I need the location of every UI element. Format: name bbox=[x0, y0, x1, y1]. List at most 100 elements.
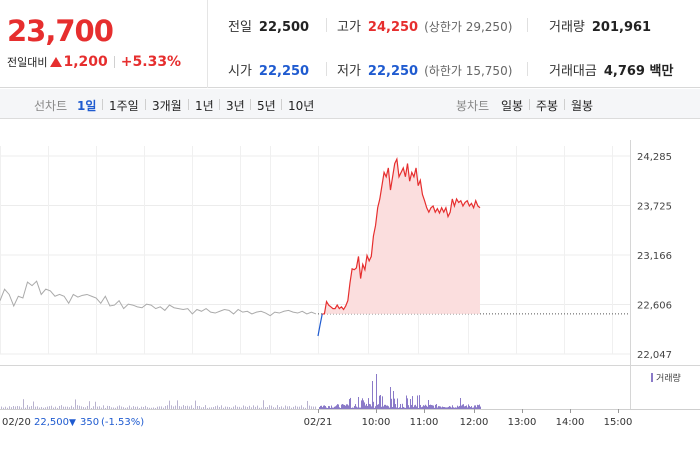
volume-bar bbox=[357, 407, 358, 409]
period-1d[interactable]: 1일 bbox=[77, 99, 97, 113]
period-1w[interactable]: 1주일 bbox=[109, 99, 139, 113]
divider bbox=[564, 99, 565, 110]
period-5y[interactable]: 5년 bbox=[257, 99, 276, 113]
volume-bar bbox=[347, 404, 348, 409]
volume-bar bbox=[358, 397, 359, 409]
volume-bar bbox=[59, 405, 60, 409]
volume-bar bbox=[375, 406, 376, 409]
volume-bar bbox=[385, 404, 386, 409]
volume-bar bbox=[119, 405, 120, 409]
volume-bar bbox=[117, 406, 118, 409]
volume-bar bbox=[470, 407, 471, 409]
divider bbox=[113, 56, 115, 68]
volume-bar bbox=[279, 406, 280, 409]
period-1y[interactable]: 1년 bbox=[195, 99, 214, 113]
volume-bar bbox=[157, 406, 158, 409]
candle-monthly[interactable]: 월봉 bbox=[571, 99, 594, 113]
y-tick-label: 22,606 bbox=[637, 301, 672, 312]
volume-bar bbox=[293, 406, 294, 409]
volume-bar bbox=[424, 405, 425, 409]
volume-bar bbox=[408, 405, 409, 409]
volume-bar bbox=[77, 405, 78, 409]
candle-weekly[interactable]: 주봉 bbox=[536, 99, 559, 113]
divider bbox=[250, 99, 251, 110]
x-tick-label: 11:00 bbox=[410, 417, 439, 428]
volume-bar bbox=[273, 407, 274, 409]
volume-bar bbox=[391, 398, 392, 409]
volume-bar bbox=[338, 404, 339, 409]
volume-bar bbox=[29, 406, 30, 409]
volume-bar bbox=[406, 395, 407, 409]
volume-bar bbox=[191, 405, 192, 409]
volume-bar bbox=[479, 404, 480, 409]
volume-bar bbox=[127, 407, 128, 409]
period-3y[interactable]: 3년 bbox=[226, 99, 245, 113]
volume-bar bbox=[187, 405, 188, 409]
volume-bar bbox=[459, 405, 460, 409]
volume-bar bbox=[247, 406, 248, 409]
volume-bar bbox=[438, 406, 439, 409]
volume-bar bbox=[435, 404, 436, 409]
volume-bar bbox=[125, 407, 126, 409]
volume-bar bbox=[83, 407, 84, 409]
volume-bar bbox=[382, 396, 383, 409]
volume-bar bbox=[362, 398, 363, 409]
volume-bar bbox=[447, 407, 448, 409]
price-chart[interactable]: 24,285 23,725 23,166 22,606 22,047 거래량 02/21 10… bbox=[0, 120, 700, 450]
volume-bar bbox=[53, 407, 54, 409]
volume-bar bbox=[409, 407, 410, 409]
volume-bar bbox=[431, 405, 432, 409]
volume-bar bbox=[399, 407, 400, 409]
volume-bar bbox=[458, 406, 459, 409]
volume-bar bbox=[45, 407, 46, 409]
volume-bar bbox=[15, 406, 16, 409]
volume-bar bbox=[394, 398, 395, 409]
y-tick-label: 23,725 bbox=[637, 202, 672, 213]
volume-bar bbox=[335, 406, 336, 409]
change-value: 1,200 bbox=[63, 54, 108, 70]
volume-bar bbox=[195, 400, 196, 409]
volume-bar bbox=[450, 406, 451, 409]
price-line-above bbox=[322, 156, 481, 315]
volume-bar bbox=[303, 407, 304, 409]
stat-high: 고가 24,250 (상한가 29,250) bbox=[337, 16, 512, 35]
volume-bar bbox=[129, 405, 130, 409]
volume-bar bbox=[417, 395, 418, 409]
volume-bar bbox=[241, 407, 242, 409]
volume-bar bbox=[475, 405, 476, 409]
volume-bar bbox=[355, 404, 356, 409]
volume-bar bbox=[5, 406, 6, 409]
volume-bar bbox=[332, 407, 333, 409]
volume-bar bbox=[151, 407, 152, 409]
volume-bar bbox=[99, 406, 100, 409]
volume-bar bbox=[419, 395, 420, 409]
volume-bar bbox=[255, 406, 256, 409]
volume-bar bbox=[404, 407, 405, 409]
volume-bar bbox=[267, 407, 268, 409]
volume-bar bbox=[183, 405, 184, 409]
period-3m[interactable]: 3개월 bbox=[152, 99, 182, 113]
volume-bar bbox=[137, 406, 138, 409]
period-10y[interactable]: 10년 bbox=[288, 99, 315, 113]
volume-bar bbox=[370, 404, 371, 409]
volume-bar bbox=[69, 407, 70, 409]
stat-low: 저가 22,250 (하한가 15,750) bbox=[337, 60, 512, 79]
candle-daily[interactable]: 일봉 bbox=[501, 99, 524, 113]
stat-value: 201,961 bbox=[591, 20, 652, 35]
volume-bar bbox=[177, 400, 178, 409]
volume-bar bbox=[297, 406, 298, 409]
volume-bar bbox=[111, 407, 112, 409]
volume-bar bbox=[407, 398, 408, 409]
volume-bar bbox=[451, 407, 452, 409]
volume-bar bbox=[159, 406, 160, 409]
divider bbox=[326, 62, 327, 76]
volume-bar bbox=[57, 407, 58, 409]
volume-bar bbox=[277, 405, 278, 409]
volume-bar bbox=[421, 407, 422, 409]
volume-bar bbox=[397, 398, 398, 409]
volume-bar bbox=[418, 407, 419, 409]
volume-bar bbox=[27, 405, 28, 409]
volume-bar bbox=[330, 407, 331, 409]
volume-bar bbox=[388, 406, 389, 409]
volume-bar bbox=[462, 404, 463, 409]
